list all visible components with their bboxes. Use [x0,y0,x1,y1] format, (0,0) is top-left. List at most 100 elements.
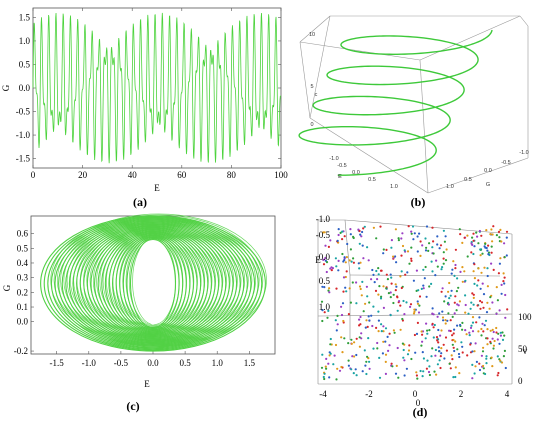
scatter-point-d [444,322,447,325]
scatter-point-d [445,248,448,251]
scatter-point-d [440,347,443,350]
scatter-point-d [472,293,475,296]
scatter-point-d [447,303,450,306]
scatter-point-d [420,344,423,347]
scatter-point-d [362,257,365,260]
scatter-point-d [344,275,347,279]
scatter-point-d [395,261,398,264]
scatter-point-d [413,232,416,235]
scatter-point-d [497,371,500,375]
scatter-point-d [364,364,367,367]
scatter-point-d [458,300,461,303]
scatter-point-d [376,341,379,345]
scatter-point-d [408,262,411,265]
scatter-point-d [370,314,373,317]
scatter-point-d [355,353,358,357]
scatter-point-d [398,300,401,303]
scatter-point-d [366,246,369,249]
scatter-point-d [463,270,466,273]
scatter-point-d [362,310,365,313]
scatter-point-d [382,306,385,309]
y-tick-label-c: 0.2 [17,287,28,297]
scatter-point-d [481,282,484,285]
scatter-point-d [464,303,467,307]
orbit-ellipse-c [54,219,252,348]
scatter-point-d [491,365,494,368]
scatter-point-d [400,270,403,273]
scatter-point-d [499,257,502,260]
scatter-point-d [498,309,501,312]
scatter-point-d [416,235,419,238]
scatter-point-d [336,314,339,317]
right-tick-label-d: 100 [518,312,532,322]
scatter-point-d [372,226,375,229]
scatter-point-d [425,295,428,298]
scatter-point-d [354,368,357,371]
scatter-point-d [432,336,435,339]
scatter-point-d [426,332,429,335]
scatter-point-d [479,299,482,303]
scatter-point-d [358,318,361,321]
scatter-point-d [474,365,477,368]
scatter-point-d [442,262,445,265]
scatter-point-d [335,329,338,332]
scatter-point-d [349,233,352,236]
scatter-point-d [449,294,452,297]
scatter-point-d [461,328,464,331]
scatter-point-d [439,366,442,370]
x-tick-label-c: 1.5 [244,358,256,368]
box-edge-b [309,117,429,194]
scatter-point-d [347,342,350,345]
scatter-point-d [422,287,425,290]
scatter-point-d [376,347,379,350]
scatter-point-d [394,372,398,375]
scatter-point-d [425,367,428,370]
scatter-point-d [410,232,413,235]
scatter-point-d [418,295,422,298]
box-edge-b [419,59,429,194]
panel-c: -1.5 -1.0 -0.5 0.0 0.5 1.0 1.5 -0.2 0.0 0.1 0.2 0.3… [2,213,276,413]
scatter-point-d [417,311,421,314]
scatter-point-d [351,355,354,358]
scatter-point-d [464,294,467,297]
scatter-point-d [395,285,398,288]
scatter-point-d [440,268,443,271]
scatter-point-d [421,375,424,378]
scatter-point-d [486,343,489,346]
scatter-point-d [347,313,350,316]
y-tick-label-c: 0.1 [17,302,28,312]
panel-label-c: (c) [126,399,139,413]
scatter-point-d [412,279,415,282]
scatter-point-d [418,304,421,307]
scatter-point-d [396,346,399,350]
scatter-point-d [431,270,434,273]
right-tick-label-d: 50 [518,344,528,354]
scatter-point-d [412,312,416,315]
scatter-point-d [426,329,429,332]
scatter-point-d [327,309,330,312]
scatter-point-d [495,286,498,289]
scatter-point-d [433,370,436,373]
x-tick-label-b: -0.5 [337,163,346,169]
scatter-point-d [344,286,347,289]
scatter-point-d [358,345,361,348]
panel-a: 0 20 40 60 80 100 -1.5 -1.0 -0.5 0.0 0.5 1.0 1.5 E G… [1,7,288,209]
scatter-point-d [373,281,376,284]
x-axis-label-c: E [144,379,150,389]
scatter-point-d [444,295,447,298]
scatter-point-d [323,372,326,375]
scatter-point-d [361,370,364,373]
scatter-point-d [323,377,326,381]
scatter-point-d [347,364,350,367]
scatter-point-d [410,257,413,260]
scatter-point-d [357,262,360,265]
x-tick-label-c: -1.5 [50,358,65,368]
scatter-point-d [495,234,498,237]
scatter-point-d [489,296,492,299]
scatter-point-d [340,313,344,317]
scatter-point-d [482,293,486,296]
scatter-point-d [387,292,390,295]
scatter-point-d [359,233,362,236]
scatter-point-d [503,256,506,259]
